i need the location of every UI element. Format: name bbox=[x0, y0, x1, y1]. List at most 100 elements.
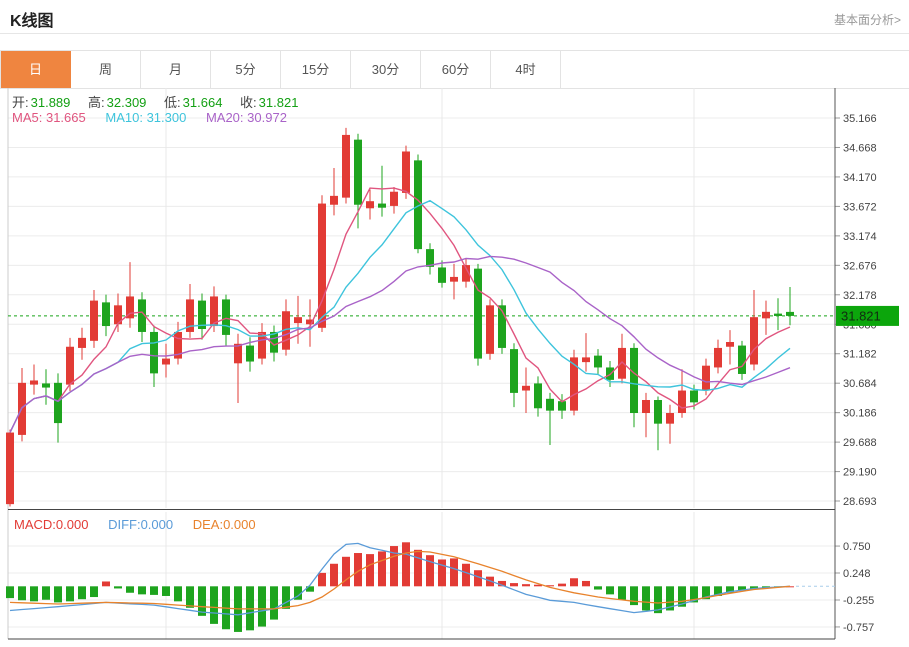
macd-bar bbox=[522, 584, 530, 587]
macd-bar bbox=[402, 542, 410, 587]
macd-bar bbox=[318, 572, 326, 587]
macd-bar bbox=[162, 586, 170, 596]
candle-body bbox=[618, 347, 626, 379]
macd-bar bbox=[30, 586, 38, 602]
candle-body bbox=[42, 383, 50, 388]
price-tick-label: 29.688 bbox=[843, 437, 877, 449]
tab-7[interactable]: 60分 bbox=[421, 51, 491, 88]
candle-body bbox=[546, 398, 554, 411]
macd-bar bbox=[438, 559, 446, 587]
candle-body bbox=[186, 299, 194, 332]
price-tick-label: 33.174 bbox=[843, 231, 877, 243]
candle-body bbox=[54, 382, 62, 424]
macd-bar bbox=[258, 586, 266, 627]
macd-bar bbox=[42, 586, 50, 600]
candle-body bbox=[702, 365, 710, 391]
macd-bar bbox=[510, 583, 518, 587]
macd-bar bbox=[654, 586, 662, 614]
tab-2[interactable]: 周 bbox=[71, 51, 141, 88]
macd-tick-label: -0.255 bbox=[843, 595, 874, 607]
page-title: K线图 bbox=[10, 13, 54, 30]
tab-3[interactable]: 月 bbox=[141, 51, 211, 88]
macd-bar bbox=[282, 586, 290, 609]
macd-bar bbox=[306, 586, 314, 592]
macd-bar bbox=[66, 586, 74, 602]
price-tick-label: 34.668 bbox=[843, 142, 877, 154]
candle-body bbox=[654, 399, 662, 424]
price-tick-label: 31.182 bbox=[843, 349, 877, 361]
tab-8[interactable]: 4时 bbox=[491, 51, 561, 88]
price-tick-label: 29.190 bbox=[843, 467, 877, 479]
macd-bar bbox=[594, 586, 602, 590]
macd-bar bbox=[330, 563, 338, 587]
candle-body bbox=[522, 385, 530, 391]
candle-body bbox=[714, 347, 722, 368]
macd-legend: MACD:0.000 DIFF:0.000 DEA:0.000 bbox=[14, 517, 256, 532]
candle-body bbox=[786, 311, 794, 316]
macd-bar bbox=[462, 563, 470, 587]
dea-value-legend: DEA:0.000 bbox=[192, 517, 256, 532]
price-tick-label: 28.693 bbox=[843, 496, 877, 508]
macd-bar bbox=[750, 586, 758, 589]
high-label: 高: bbox=[88, 95, 105, 110]
macd-tick-label: 0.750 bbox=[843, 541, 871, 553]
macd-bar bbox=[150, 586, 158, 595]
candle-body bbox=[738, 345, 746, 374]
price-tick-label: 30.684 bbox=[843, 378, 877, 390]
candle-body bbox=[762, 311, 770, 319]
candle-body bbox=[342, 134, 350, 198]
macd-bar bbox=[270, 586, 278, 620]
candle-body bbox=[426, 249, 434, 267]
macd-bar bbox=[558, 583, 566, 587]
tab-6[interactable]: 30分 bbox=[351, 51, 421, 88]
tab-1[interactable]: 日 bbox=[1, 51, 71, 88]
macd-bar bbox=[186, 586, 194, 608]
price-tick-label: 32.676 bbox=[843, 260, 877, 272]
candle-body bbox=[462, 265, 470, 282]
low-value: 31.664 bbox=[182, 95, 223, 110]
macd-bar bbox=[702, 586, 710, 600]
macd-bar bbox=[690, 586, 698, 603]
candle-body bbox=[750, 317, 758, 365]
candle-body bbox=[198, 300, 206, 329]
candle-body bbox=[390, 191, 398, 206]
macd-bar bbox=[414, 549, 422, 587]
candle-body bbox=[210, 296, 218, 327]
candle-body bbox=[690, 390, 698, 403]
tab-bar: 日周月 5分 15分 30分 60分 4时 bbox=[0, 50, 909, 89]
candle-body bbox=[294, 317, 302, 324]
candle-body bbox=[498, 305, 506, 348]
candle-body bbox=[678, 390, 686, 414]
tab-5[interactable]: 15分 bbox=[281, 51, 351, 88]
fundamental-analysis-link[interactable]: 基本面分析> bbox=[833, 13, 901, 27]
candle-body bbox=[222, 299, 230, 335]
diff-value-legend: DIFF:0.000 bbox=[108, 517, 174, 532]
header-divider bbox=[0, 33, 909, 34]
macd-bar bbox=[450, 558, 458, 587]
macd-bar bbox=[390, 546, 398, 587]
macd-bar bbox=[726, 586, 734, 593]
candle-body bbox=[114, 305, 122, 325]
candle-body bbox=[174, 331, 182, 359]
macd-bar bbox=[78, 586, 86, 600]
macd-bar bbox=[606, 586, 614, 595]
ma5-legend: MA5: 31.665 bbox=[12, 110, 86, 125]
macd-bar bbox=[666, 586, 674, 611]
candle-body bbox=[330, 195, 338, 205]
tab-4[interactable]: 5分 bbox=[211, 51, 281, 88]
high-value: 32.309 bbox=[106, 95, 147, 110]
candle-body bbox=[534, 383, 542, 409]
candle-body bbox=[258, 331, 266, 359]
open-value: 31.889 bbox=[30, 95, 71, 110]
macd-value-legend: MACD:0.000 bbox=[14, 517, 89, 532]
candle-body bbox=[282, 311, 290, 350]
price-tick-label: 33.672 bbox=[843, 201, 877, 213]
low-label: 低: bbox=[164, 95, 181, 110]
candle-body bbox=[774, 313, 782, 316]
candle-body bbox=[318, 203, 326, 328]
diff-line bbox=[9, 542, 791, 616]
candle-body bbox=[66, 346, 74, 385]
macd-bar bbox=[366, 554, 374, 587]
candle-body bbox=[30, 380, 38, 385]
price-tick-label: 32.178 bbox=[843, 290, 877, 302]
